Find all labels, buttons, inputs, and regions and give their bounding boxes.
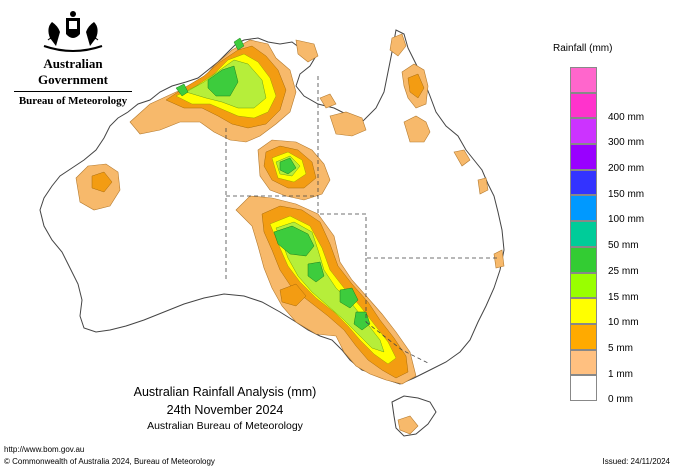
legend-label: 15 mm [608, 291, 639, 303]
legend-swatch [570, 272, 597, 299]
legend-label: 10 mm [608, 317, 639, 329]
legend-swatch [570, 375, 597, 401]
legend-title: Rainfall (mm) [553, 43, 613, 54]
legend-label: 50 mm [608, 240, 639, 252]
legend-label: 200 mm [608, 163, 645, 175]
legend-swatch [570, 92, 597, 119]
legend-swatch [570, 67, 597, 93]
government-header: Australian Government Bureau of Meteorol… [8, 8, 138, 107]
legend-label: 0 mm [608, 394, 633, 406]
map-title-block: Australian Rainfall Analysis (mm) 24th N… [110, 385, 340, 432]
government-title: Australian Government [37, 56, 109, 87]
legend-swatch [570, 221, 597, 247]
legend-label: 25 mm [608, 265, 639, 277]
map-org: Australian Bureau of Meteorology [147, 420, 303, 432]
agency-title: Bureau of Meteorology [18, 95, 128, 107]
footer-issued: Issued: 24/11/2024 [602, 457, 670, 466]
state-boundaries [225, 76, 500, 365]
legend-swatch [570, 323, 597, 350]
legend-label: 400 mm [608, 111, 645, 123]
legend-label: 150 mm [608, 188, 645, 200]
legend-swatch [570, 246, 597, 273]
footer-url[interactable]: http://www.bom.gov.au [4, 445, 85, 454]
legend-label: 1 mm [608, 368, 633, 380]
map-date: 24th November 2024 [166, 403, 284, 417]
legend-swatch [570, 195, 597, 222]
legend-label: 100 mm [608, 214, 645, 226]
footer-copyright: © Commonwealth of Australia 2024, Bureau… [4, 457, 215, 466]
coat-of-arms-icon [43, 11, 103, 52]
header-divider [14, 91, 132, 92]
legend-swatch [570, 298, 597, 324]
legend-swatch [570, 144, 597, 170]
legend-swatch [570, 169, 597, 196]
legend-swatch [570, 349, 597, 376]
legend-label: 300 mm [608, 137, 645, 149]
map-title: Australian Rainfall Analysis (mm) [133, 385, 317, 399]
legend-label: 5 mm [608, 342, 633, 354]
legend-swatch [570, 118, 597, 145]
